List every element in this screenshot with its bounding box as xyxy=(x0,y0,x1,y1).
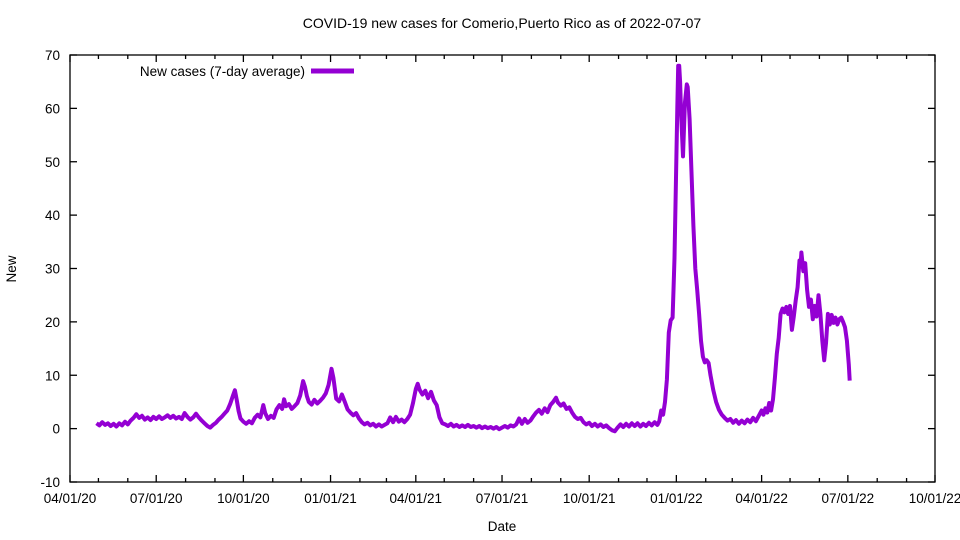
y-tick-label: 10 xyxy=(45,368,60,383)
chart-title: COVID-19 new cases for Comerio,Puerto Ri… xyxy=(303,15,702,31)
x-tick-label: 10/01/22 xyxy=(909,491,960,506)
x-tick-label: 04/01/21 xyxy=(390,491,443,506)
x-tick-label: 01/01/22 xyxy=(650,491,703,506)
y-tick-label: 70 xyxy=(45,48,60,63)
y-tick-label: 40 xyxy=(45,208,60,223)
x-tick-label: 04/01/20 xyxy=(44,491,97,506)
y-tick-label: 0 xyxy=(52,422,60,437)
x-tick-label: 07/01/21 xyxy=(476,491,529,506)
x-tick-label: 10/01/21 xyxy=(563,491,616,506)
y-tick-label: 60 xyxy=(45,101,60,116)
x-tick-label: 07/01/20 xyxy=(130,491,183,506)
new-cases-line xyxy=(95,63,852,434)
y-tick-label: -10 xyxy=(40,475,60,490)
x-tick-label: 07/01/22 xyxy=(822,491,875,506)
axes-layer: 04/01/20 07/01/20 10/01/20 01/01/21 04/01/21… xyxy=(40,48,960,506)
x-axis-label: Date xyxy=(488,519,517,534)
plot-border xyxy=(69,54,936,483)
series-layer xyxy=(95,63,852,434)
x-tick-label: 04/01/22 xyxy=(735,491,788,506)
x-tick-label: 01/01/21 xyxy=(304,491,357,506)
legend-label: New cases (7-day average) xyxy=(140,64,305,79)
y-tick-label: 20 xyxy=(45,315,60,330)
y-axis-label: New xyxy=(4,255,19,282)
y-tick-label: 30 xyxy=(45,262,60,277)
x-tick-label: 10/01/20 xyxy=(217,491,270,506)
y-tick-label: 50 xyxy=(45,155,60,170)
